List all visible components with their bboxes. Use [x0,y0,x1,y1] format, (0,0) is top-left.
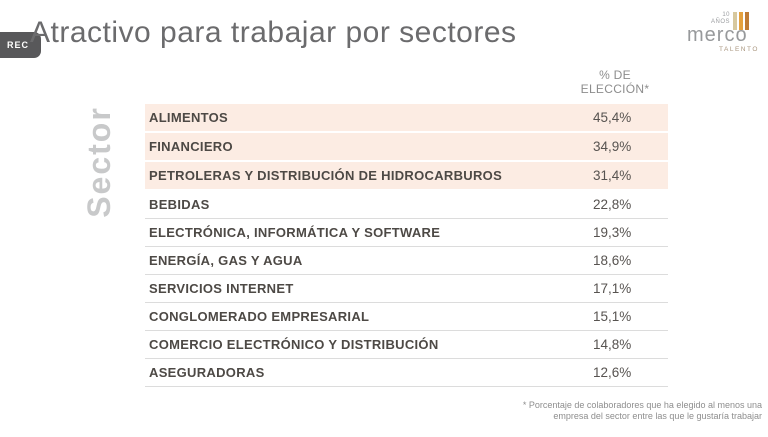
logo-years-word: AÑOS [710,19,730,25]
sector-percentage: 31,4% [593,168,632,183]
sector-name: COMERCIO ELECTRÓNICO Y DISTRIBUCIÓN [149,337,439,352]
table-row: COMERCIO ELECTRÓNICO Y DISTRIBUCIÓN 14,8… [145,331,668,359]
value-column-header-line1: % DE [599,68,631,82]
sector-percentage: 45,4% [593,110,632,125]
table-row: ALIMENTOS 45,4% [145,104,668,131]
sector-percentage: 19,3% [593,225,632,240]
page-title: Atractivo para trabajar por sectores [30,16,517,49]
logo-subtitle: TALENTO [719,46,759,53]
rec-label: REC [7,40,30,50]
table-row: BEBIDAS 22,8% [145,191,668,219]
sector-percentage: 14,8% [593,337,632,352]
value-column-header: % DE ELECCIÓN* [560,68,670,96]
table-row: ENERGÍA, GAS Y AGUA 18,6% [145,247,668,275]
table-row: FINANCIERO 34,9% [145,133,668,160]
footnote-line2: empresa del sector entre las que le gust… [553,411,762,421]
sector-name: PETROLERAS Y DISTRIBUCIÓN DE HIDROCARBUR… [149,168,503,183]
table-row: CONGLOMERADO EMPRESARIAL 15,1% [145,303,668,331]
sector-name: BEBIDAS [149,197,210,212]
sector-table: ALIMENTOS 45,4% FINANCIERO 34,9% PETROLE… [145,104,668,387]
logo-bar-1 [733,12,737,30]
sector-name: ASEGURADORAS [149,365,265,380]
logo-years-label: 10 AÑOS [704,12,730,26]
sector-name: ALIMENTOS [149,110,229,125]
footnote-line1: * Porcentaje de colaboradores que ha ele… [522,400,762,410]
sector-percentage: 18,6% [593,253,632,268]
footnote: * Porcentaje de colaboradores que ha ele… [523,400,762,422]
logo-bar-2 [739,12,743,30]
sector-percentage: 34,9% [593,139,632,154]
sector-name: SERVICIOS INTERNET [149,281,294,296]
sector-name: FINANCIERO [149,139,233,154]
sector-percentage: 17,1% [593,281,632,296]
table-row: SERVICIOS INTERNET 17,1% [145,275,668,303]
sector-percentage: 15,1% [593,309,632,324]
sector-name: ENERGÍA, GAS Y AGUA [149,253,303,268]
table-row: ASEGURADORAS 12,6% [145,359,668,387]
sector-percentage: 12,6% [593,365,632,380]
table-row: ELECTRÓNICA, INFORMÁTICA Y SOFTWARE 19,3… [145,219,668,247]
logo-bars-icon [733,12,749,30]
table-row: PETROLERAS Y DISTRIBUCIÓN DE HIDROCARBUR… [145,162,668,189]
sector-percentage: 22,8% [593,197,632,212]
sector-name: CONGLOMERADO EMPRESARIAL [149,309,370,324]
sector-axis-label: Sector [81,106,117,218]
logo-years-number: 10 [722,12,730,18]
logo-wordmark: merco [687,24,748,46]
logo-bar-3 [745,12,749,30]
rec-badge: REC [0,32,41,58]
value-column-header-line2: ELECCIÓN* [580,82,650,96]
sector-name: ELECTRÓNICA, INFORMÁTICA Y SOFTWARE [149,225,441,240]
